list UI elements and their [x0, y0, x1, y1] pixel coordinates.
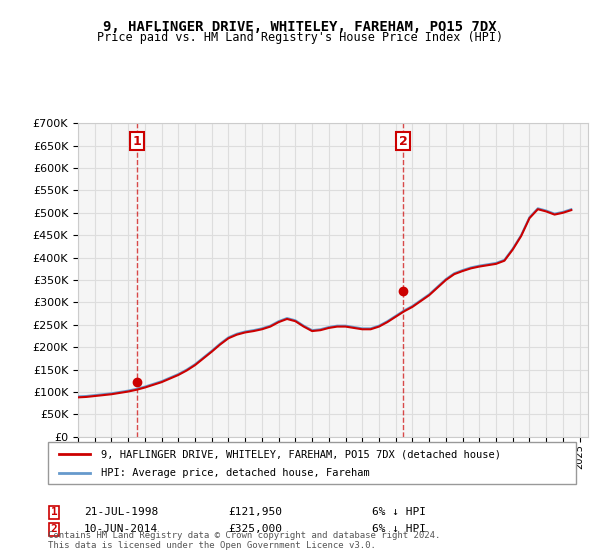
- Text: Price paid vs. HM Land Registry's House Price Index (HPI): Price paid vs. HM Land Registry's House …: [97, 31, 503, 44]
- Text: 9, HAFLINGER DRIVE, WHITELEY, FAREHAM, PO15 7DX: 9, HAFLINGER DRIVE, WHITELEY, FAREHAM, P…: [103, 20, 497, 34]
- Text: 1: 1: [50, 507, 58, 517]
- FancyBboxPatch shape: [48, 442, 576, 484]
- Text: 10-JUN-2014: 10-JUN-2014: [84, 524, 158, 534]
- Text: 6% ↓ HPI: 6% ↓ HPI: [372, 524, 426, 534]
- Text: 2: 2: [50, 524, 58, 534]
- Text: 2: 2: [398, 134, 407, 148]
- Text: HPI: Average price, detached house, Fareham: HPI: Average price, detached house, Fare…: [101, 468, 370, 478]
- Text: £325,000: £325,000: [228, 524, 282, 534]
- Text: 6% ↓ HPI: 6% ↓ HPI: [372, 507, 426, 517]
- Text: 1: 1: [133, 134, 142, 148]
- Text: Contains HM Land Registry data © Crown copyright and database right 2024.
This d: Contains HM Land Registry data © Crown c…: [48, 530, 440, 550]
- Text: £121,950: £121,950: [228, 507, 282, 517]
- Text: 21-JUL-1998: 21-JUL-1998: [84, 507, 158, 517]
- Text: 9, HAFLINGER DRIVE, WHITELEY, FAREHAM, PO15 7DX (detached house): 9, HAFLINGER DRIVE, WHITELEY, FAREHAM, P…: [101, 449, 501, 459]
